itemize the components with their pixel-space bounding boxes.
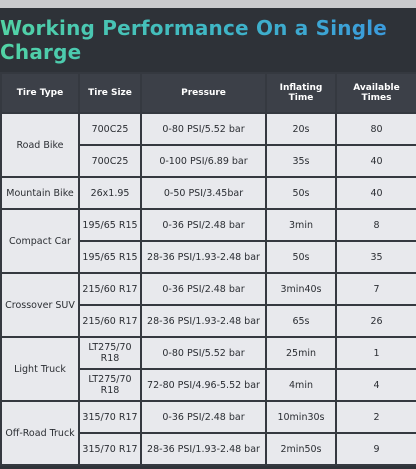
- tire-size: LT275/70 R18: [78, 336, 142, 370]
- tire-type: Mountain Bike: [0, 176, 80, 210]
- pressure: 28-36 PSI/1.93-2.48 bar: [140, 432, 267, 466]
- pressure: 72-80 PSI/4.96-5.52 bar: [140, 368, 267, 402]
- pressure: 28-36 PSI/1.93-2.48 bar: [140, 304, 267, 338]
- tire-size: 315/70 R17: [78, 432, 142, 466]
- pressure: 0-100 PSI/6.89 bar: [140, 144, 267, 178]
- table-row: 215/60 R17 28-36 PSI/1.93-2.48 bar 65s 26: [1, 304, 416, 338]
- pressure: 0-36 PSI/2.48 bar: [140, 272, 267, 306]
- pressure: 0-36 PSI/2.48 bar: [140, 400, 267, 434]
- table-row: LT275/70 R18 72-80 PSI/4.96-5.52 bar 4min 4: [1, 368, 416, 402]
- inflating-time: 4min: [265, 368, 337, 402]
- column-header: Inflating Time: [265, 72, 337, 114]
- inflating-time: 35s: [265, 144, 337, 178]
- tire-size: LT275/70 R18: [78, 368, 142, 402]
- inflating-time: 2min50s: [265, 432, 337, 466]
- inflating-time: 25min: [265, 336, 337, 370]
- table-row: Mountain Bike 26x1.95 0-50 PSI/3.45bar 50s 4…: [0, 176, 416, 210]
- available-times: 1: [335, 336, 416, 370]
- tire-size: 195/65 R15: [78, 240, 142, 274]
- tire-size: 26x1.95: [78, 176, 142, 210]
- tire-type: Compact Car: [0, 208, 80, 274]
- tire-size: 700C25: [78, 112, 142, 146]
- inflating-time: 20s: [265, 112, 337, 146]
- tire-size: 215/60 R17: [78, 272, 142, 306]
- inflating-time: 3min40s: [265, 272, 337, 306]
- table-row: Off-Road Truck 315/70 R17 0-36 PSI/2.48 ba…: [0, 400, 416, 466]
- available-times: 40: [335, 176, 416, 210]
- column-header: Tire Size: [78, 72, 142, 114]
- available-times: 80: [335, 112, 416, 146]
- table-body: Road Bike 700C25 0-80 PSI/5.52 bar 20s 80 700…: [0, 112, 416, 466]
- table-row: 315/70 R17 28-36 PSI/1.93-2.48 bar 2min50s…: [1, 432, 416, 466]
- tire-size: 215/60 R17: [78, 304, 142, 338]
- table-row: Light Truck LT275/70 R18 0-80 PSI/5.52 bar…: [0, 336, 416, 402]
- table-row: Road Bike 700C25 0-80 PSI/5.52 bar 20s 80: [0, 112, 416, 178]
- table-row: 700C25 0-100 PSI/6.89 bar 35s 40: [1, 144, 416, 178]
- table-row: Compact Car 195/65 R15 0-36 PSI/2.48 bar 3m…: [0, 208, 416, 274]
- performance-table: Tire Type Tire Size Pressure Inflating Time…: [0, 72, 416, 466]
- available-times: 40: [335, 144, 416, 178]
- available-times: 2: [335, 400, 416, 434]
- available-times: 35: [335, 240, 416, 274]
- column-header: Tire Type: [0, 72, 80, 114]
- tire-type: Crossover SUV: [0, 272, 80, 338]
- pressure: 28-36 PSI/1.93-2.48 bar: [140, 240, 267, 274]
- pressure: 0-80 PSI/5.52 bar: [140, 112, 267, 146]
- pressure: 0-80 PSI/5.52 bar: [140, 336, 267, 370]
- pressure: 0-50 PSI/3.45bar: [140, 176, 267, 210]
- table-row: Crossover SUV 215/60 R17 0-36 PSI/2.48 bar…: [0, 272, 416, 338]
- column-header: Pressure: [140, 72, 267, 114]
- top-strip: [0, 0, 416, 8]
- inflating-time: 10min30s: [265, 400, 337, 434]
- available-times: 4: [335, 368, 416, 402]
- available-times: 7: [335, 272, 416, 306]
- title-band: Working Performance On a Single Charge: [0, 8, 416, 72]
- available-times: 26: [335, 304, 416, 338]
- tire-size: 315/70 R17: [78, 400, 142, 434]
- inflating-time: 50s: [265, 240, 337, 274]
- tire-type: Light Truck: [0, 336, 80, 402]
- column-header: Available Times: [335, 72, 416, 114]
- tire-type: Road Bike: [0, 112, 80, 178]
- inflating-time: 3min: [265, 208, 337, 242]
- pressure: 0-36 PSI/2.48 bar: [140, 208, 267, 242]
- tire-size: 700C25: [78, 144, 142, 178]
- inflating-time: 50s: [265, 176, 337, 210]
- tire-type: Off-Road Truck: [0, 400, 80, 466]
- header-row: Tire Type Tire Size Pressure Inflating Time…: [0, 72, 416, 114]
- title: Working Performance On a Single Charge: [0, 16, 416, 64]
- available-times: 9: [335, 432, 416, 466]
- table-row: 195/65 R15 28-36 PSI/1.93-2.48 bar 50s 35: [1, 240, 416, 274]
- tire-size: 195/65 R15: [78, 208, 142, 242]
- available-times: 8: [335, 208, 416, 242]
- inflating-time: 65s: [265, 304, 337, 338]
